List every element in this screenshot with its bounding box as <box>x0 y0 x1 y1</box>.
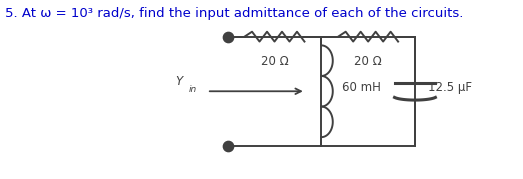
Point <box>223 35 232 38</box>
Text: 5. At ω = 10³ rad/s, find the input admittance of each of the circuits.: 5. At ω = 10³ rad/s, find the input admi… <box>5 7 463 20</box>
Text: in: in <box>189 85 197 94</box>
Text: Y: Y <box>176 75 183 88</box>
Text: 60 mH: 60 mH <box>342 81 381 94</box>
Text: 20 Ω: 20 Ω <box>354 55 382 68</box>
Text: 12.5 μF: 12.5 μF <box>428 81 472 94</box>
Point <box>223 144 232 147</box>
Text: 20 Ω: 20 Ω <box>260 55 288 68</box>
